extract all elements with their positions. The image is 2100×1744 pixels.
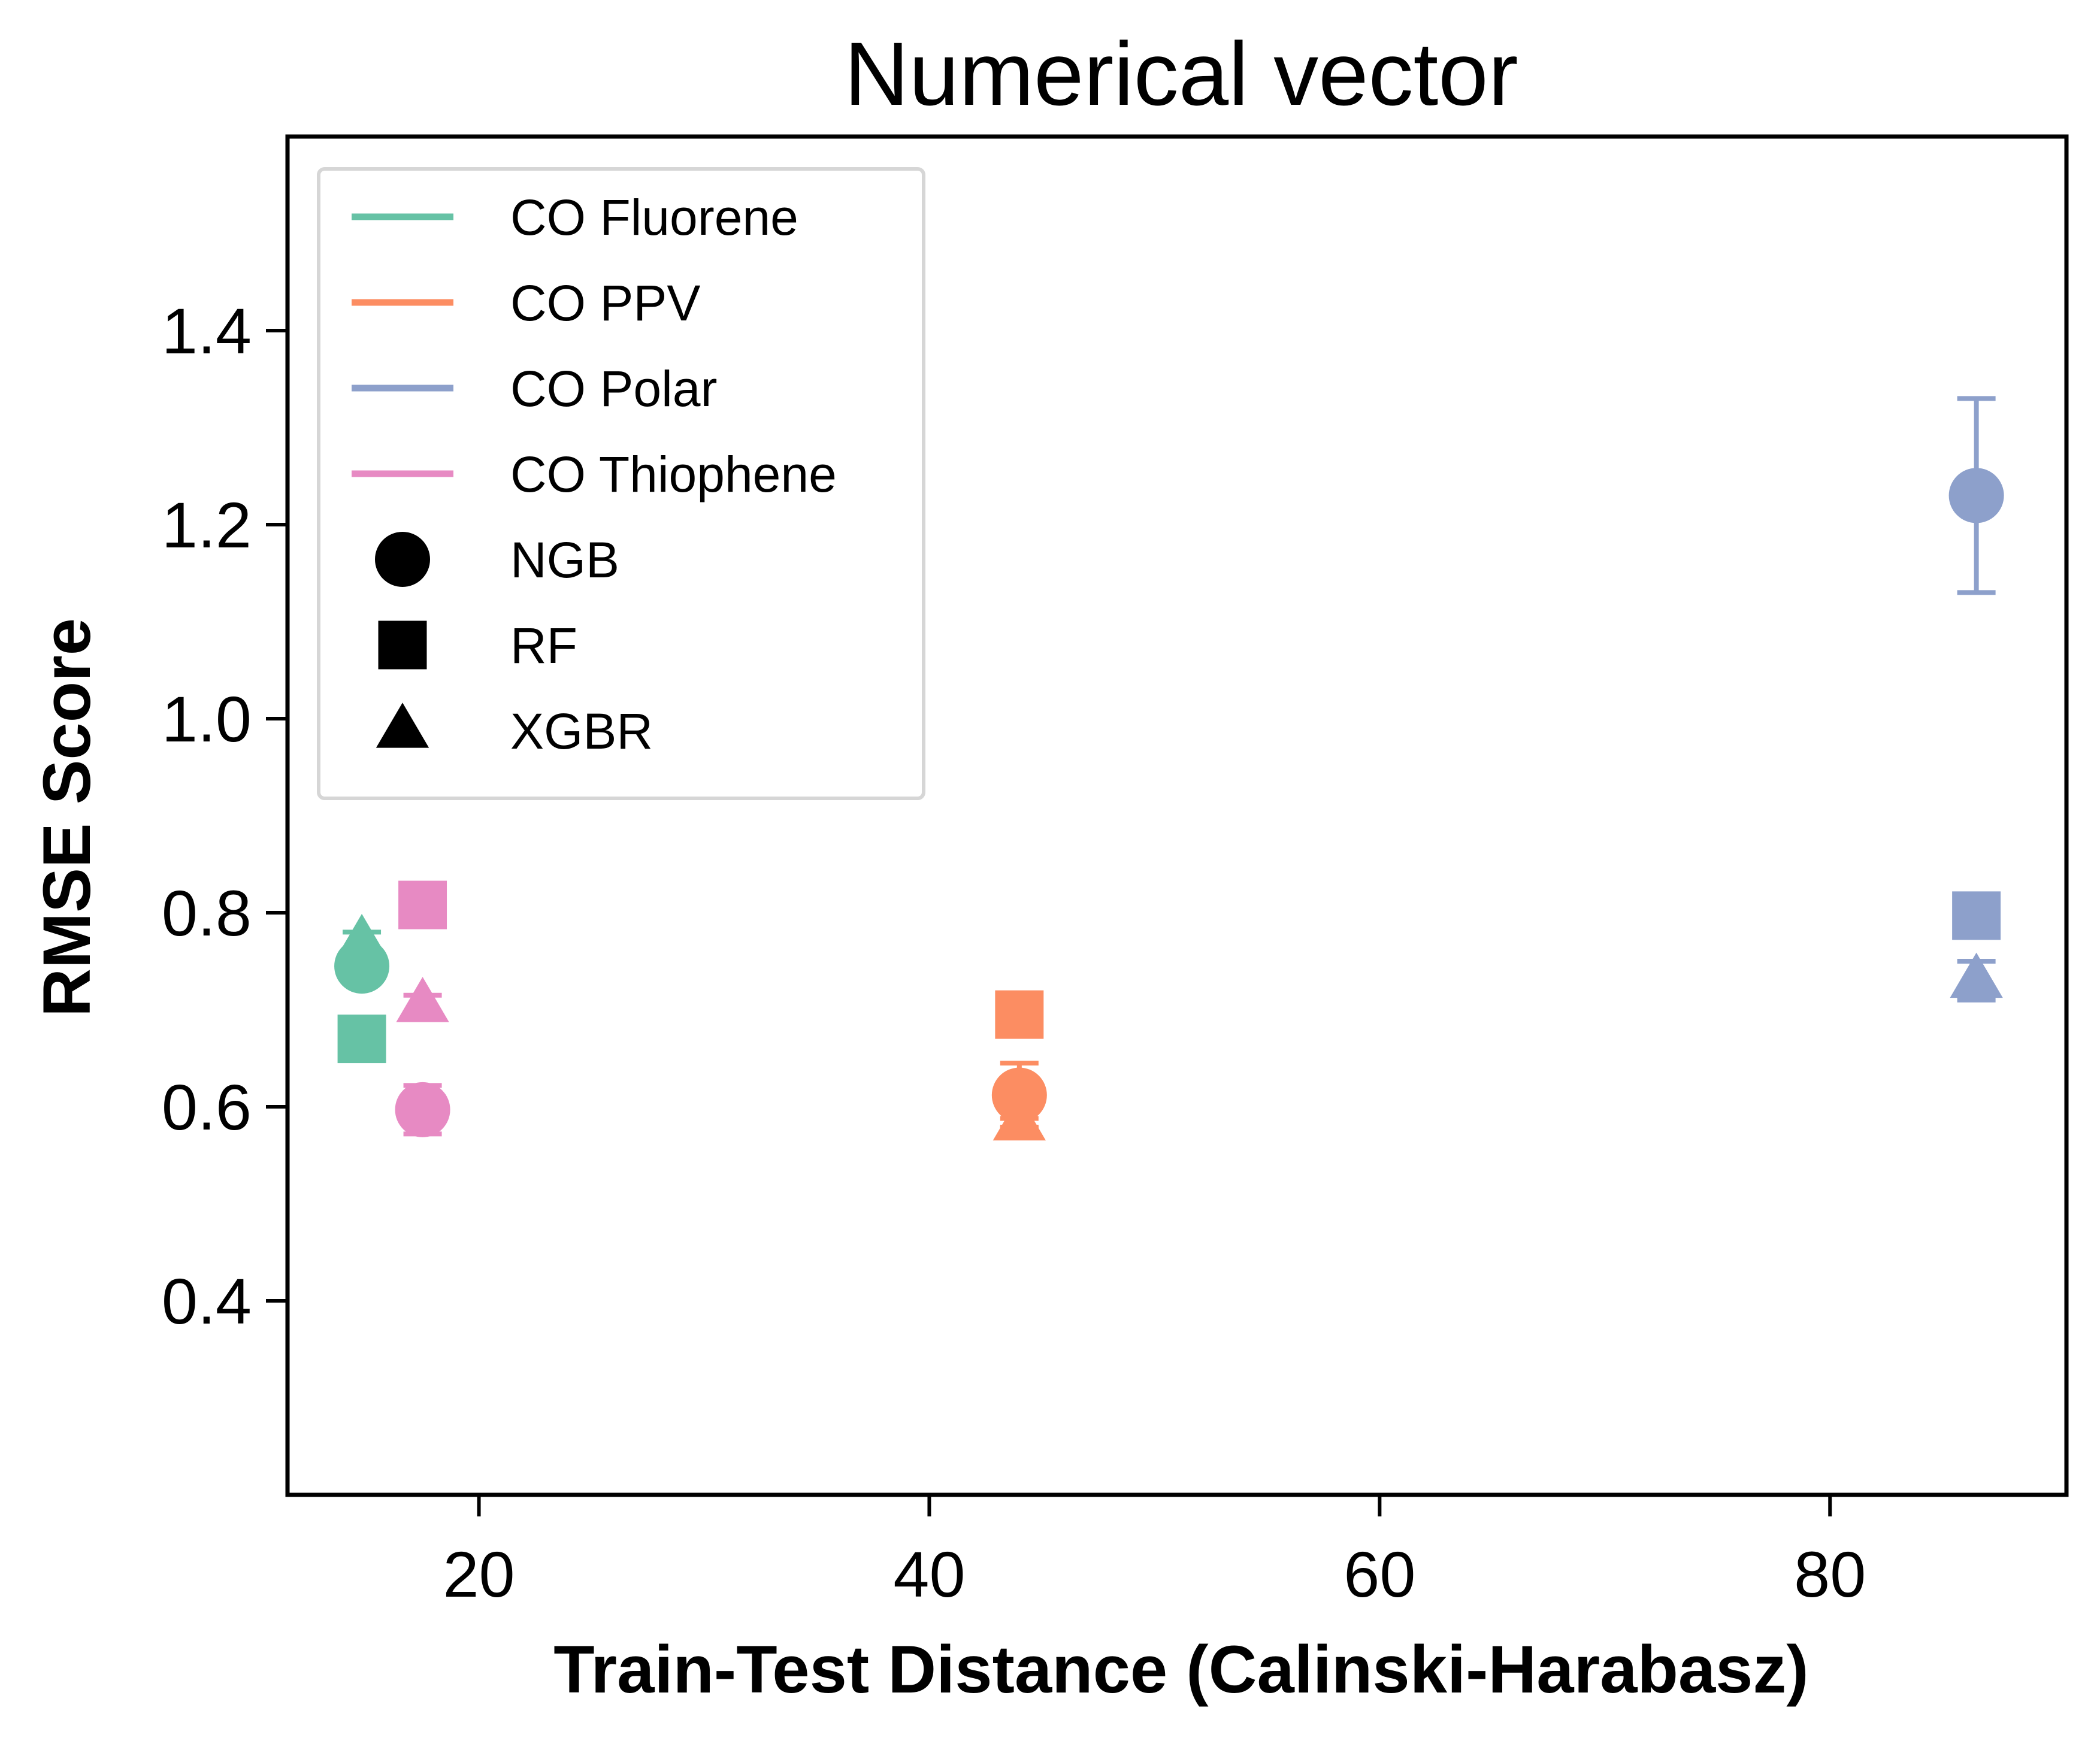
legend-label: CO PPV [510,275,700,331]
series-co-ppv [991,990,1047,1141]
data-point-xgbr [992,1095,1046,1141]
data-point-rf [995,990,1044,1039]
legend-marker-rf [378,620,427,670]
data-point-ngb [395,1082,450,1137]
legend-label: CO Thiophene [510,446,837,502]
data-point-xgbr [335,913,389,959]
plot-frame [285,134,2069,1497]
y-axis-label: RMSE Score [29,618,104,1017]
legend-label: CO Fluorene [510,189,798,246]
series-co-thiophene [395,880,450,1137]
x-tick-label: 20 [443,1538,515,1610]
data-point-rf [398,880,447,929]
chart-title: Numerical vector [844,23,1518,124]
legend: CO Fluorene CO PPV CO Polar CO Thiophene NGB… [317,167,925,800]
plot-area [334,396,2004,1141]
x-tick-label: 60 [1343,1538,1415,1610]
data-point-rf [337,1015,386,1064]
legend-label: RF [510,617,577,674]
x-axis-label: Train-Test Distance (Calinski-Harabasz) [553,1632,1808,1707]
y-tick-label: 1.2 [162,489,252,561]
legend-label: XGBR [510,703,653,759]
data-point-ngb [991,1067,1047,1123]
x-tick-label: 40 [893,1538,965,1610]
data-point-xgbr [396,977,449,1022]
legend-marker-xgbr [376,703,429,748]
data-point-ngb [1948,468,2004,523]
legend-box [317,167,925,800]
axes: 20 40 60 80 0.4 0.6 0.8 1.0 1.2 1.4 [162,134,2069,1610]
legend-marker-ngb [375,532,430,587]
y-tick-label: 0.4 [162,1265,252,1337]
y-tick-label: 0.6 [162,1071,252,1143]
series-co-polar [1948,396,2004,1003]
data-point-rf [1952,891,2001,940]
x-tick-label: 80 [1794,1538,1866,1610]
y-tick-label: 1.0 [162,683,252,755]
data-point-xgbr [1950,952,2003,998]
legend-label: NGB [510,532,619,588]
y-tick-label: 0.8 [162,877,252,949]
legend-label: CO Polar [510,361,717,417]
series-co-fluorene [334,913,390,1064]
y-tick-label: 1.4 [162,295,252,367]
